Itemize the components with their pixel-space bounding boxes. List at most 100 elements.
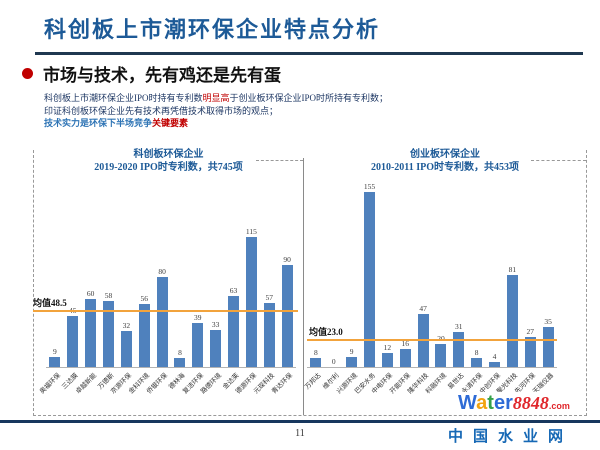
bar xyxy=(245,237,257,367)
bar xyxy=(67,316,79,367)
bar xyxy=(263,302,275,367)
logo-word: Water xyxy=(458,392,513,414)
footer-divider xyxy=(0,420,600,423)
bar-slot: 8 永清环保 xyxy=(460,177,486,395)
bar-value-label: 39 xyxy=(194,312,202,322)
bar-slot: 90 青达环保 xyxy=(271,177,296,395)
bar-value-label: 63 xyxy=(229,285,238,295)
bar-slot: 45三达膜 xyxy=(61,177,82,391)
note-line-3: 技术实力是环保下半场竞争关键要素 xyxy=(44,117,388,130)
bullet-icon xyxy=(22,68,33,79)
page-title: 科创板上市潮环保企业特点分析 xyxy=(44,17,381,42)
notes-block: 科创板上市潮环保企业IPO时持有专利数明显高于创业板环保企业IPO时所持有专利数… xyxy=(44,92,388,130)
left-chart-title-line1: 科创板环保企业 xyxy=(133,149,204,160)
bar-slot: 33 路德环境 xyxy=(199,177,225,396)
bar xyxy=(174,357,186,367)
mean-line xyxy=(33,310,298,313)
bar xyxy=(156,276,168,367)
page-number: 11 xyxy=(295,428,305,439)
bar-value-label: 4 xyxy=(492,352,497,362)
bar-slot: 8 万邦达 xyxy=(304,177,325,391)
bar xyxy=(85,299,97,367)
bar-value-label: 155 xyxy=(363,181,376,191)
bar-value-label: 8 xyxy=(314,347,318,357)
bar xyxy=(228,295,240,367)
bar-slot: 16 开能环保 xyxy=(389,177,414,396)
bar-slot: 58 万德斯 xyxy=(97,177,118,390)
bar-slot: 81 聚光科技 xyxy=(496,177,521,395)
left-bar-chart: 9奥福环保45三达膜60卓越新能58万德斯32京源环保56金科环境80侨银环保8… xyxy=(33,177,298,396)
frame-top-dash-right xyxy=(531,160,586,161)
bar-value-label: 35 xyxy=(544,317,552,327)
bar-slot: 27 先河环保 xyxy=(514,177,539,396)
bar-slot: 60 卓越新能 xyxy=(74,177,100,395)
right-chart-title-line2: 2010-2011 IPO时专利数，共453项 xyxy=(370,162,520,173)
bar-slot: 4 中创环保 xyxy=(478,177,504,395)
bar xyxy=(364,191,375,367)
bar-value-label: 20 xyxy=(437,334,445,343)
bar-slot: 56 金科环境 xyxy=(128,177,153,396)
bar-slot: 39 复洁环保 xyxy=(182,177,207,396)
chart-frame: 科创板环保企业 2019-2020 IPO时专利数，共745项 创业板环保企业 … xyxy=(33,148,587,416)
chart-divider xyxy=(303,158,304,415)
bar-value-label: 115 xyxy=(245,227,257,237)
bar-value-label: 16 xyxy=(401,338,409,348)
note-line-1-post: 于创业板环保企业IPO时所持有专利数； xyxy=(229,93,389,103)
note-line-1-highlight: 明显高 xyxy=(202,93,230,103)
bar xyxy=(346,356,358,367)
bar-value-label: 60 xyxy=(86,289,95,299)
note-line-3-pre: 技术实力是环保下半场竞争 xyxy=(44,118,153,128)
bar xyxy=(524,336,536,367)
bullet-heading-row: 市场与技术，先有鸡还是先有蛋 xyxy=(22,61,281,86)
right-chart-title: 创业板环保企业 2010-2011 IPO时专利数，共453项 xyxy=(304,148,586,174)
frame-top-dash-left xyxy=(256,160,303,161)
bar-slot: 9 奥福环保 xyxy=(39,177,64,396)
bar-value-label: 80 xyxy=(158,266,166,276)
bar-value-label: 12 xyxy=(383,343,392,353)
mean-label: 均值48.5 xyxy=(33,298,67,309)
right-bar-chart: 8万邦达0维尔利9兴源环境155巴安水务12中电环保16开能环保47隆华科技20… xyxy=(304,177,557,396)
bar-slot: 20科融环境 xyxy=(425,177,450,395)
bar-value-label: 0 xyxy=(331,357,336,366)
bar-slot: 155 巴安水务 xyxy=(353,177,379,396)
logo-letter: r xyxy=(505,392,513,414)
logo-dotcom: .com xyxy=(548,401,570,411)
bar-value-label: 56 xyxy=(140,293,148,303)
bar xyxy=(453,331,465,367)
bar xyxy=(120,330,132,367)
logo-letter: e xyxy=(493,392,506,414)
bar xyxy=(381,353,393,367)
bar-slot: 9 兴源环境 xyxy=(335,177,361,396)
left-chart-title-line2: 2019-2020 IPO时专利数，共745项 xyxy=(94,162,243,173)
bar-value-label: 47 xyxy=(419,303,427,313)
bar xyxy=(542,327,554,367)
water8848-logo: Water8848.com xyxy=(452,392,574,415)
bar xyxy=(310,357,322,367)
bar-slot: 63 金达莱 xyxy=(222,177,243,391)
bar-slot: 57 元琛科技 xyxy=(253,177,278,396)
category-label: 万邦达 xyxy=(304,372,324,391)
bar xyxy=(210,329,222,367)
right-chart-title-line1: 创业板环保企业 xyxy=(410,149,480,160)
bar xyxy=(103,301,114,367)
logo-letter: t xyxy=(487,392,494,414)
note-line-1: 科创板上市潮环保企业IPO时持有专利数明显高于创业板环保企业IPO时所持有专利数… xyxy=(44,92,388,105)
bar-slot: 115 德源环保 xyxy=(235,177,260,395)
bar-value-label: 8 xyxy=(178,347,182,357)
bar-value-label: 27 xyxy=(526,326,534,336)
bar-value-label: 9 xyxy=(53,346,57,356)
bar-slot: 80 侨银环保 xyxy=(146,177,171,396)
bar-value-label: 9 xyxy=(349,346,354,356)
note-line-3-highlight: 关键要素 xyxy=(152,118,189,128)
bar xyxy=(49,356,61,367)
bar-slot: 0 维尔利 xyxy=(322,177,343,391)
bullet-heading: 市场与技术，先有鸡还是先有蛋 xyxy=(43,66,281,85)
bar-value-label: 31 xyxy=(455,321,463,331)
bar-value-label: 32 xyxy=(122,320,131,330)
bar xyxy=(192,322,204,367)
bar-value-label: 33 xyxy=(211,319,220,329)
bar-value-label: 8 xyxy=(474,347,479,357)
left-chart-title: 科创板环保企业 2019-2020 IPO时专利数，共745项 xyxy=(34,148,303,174)
bar xyxy=(281,265,293,367)
